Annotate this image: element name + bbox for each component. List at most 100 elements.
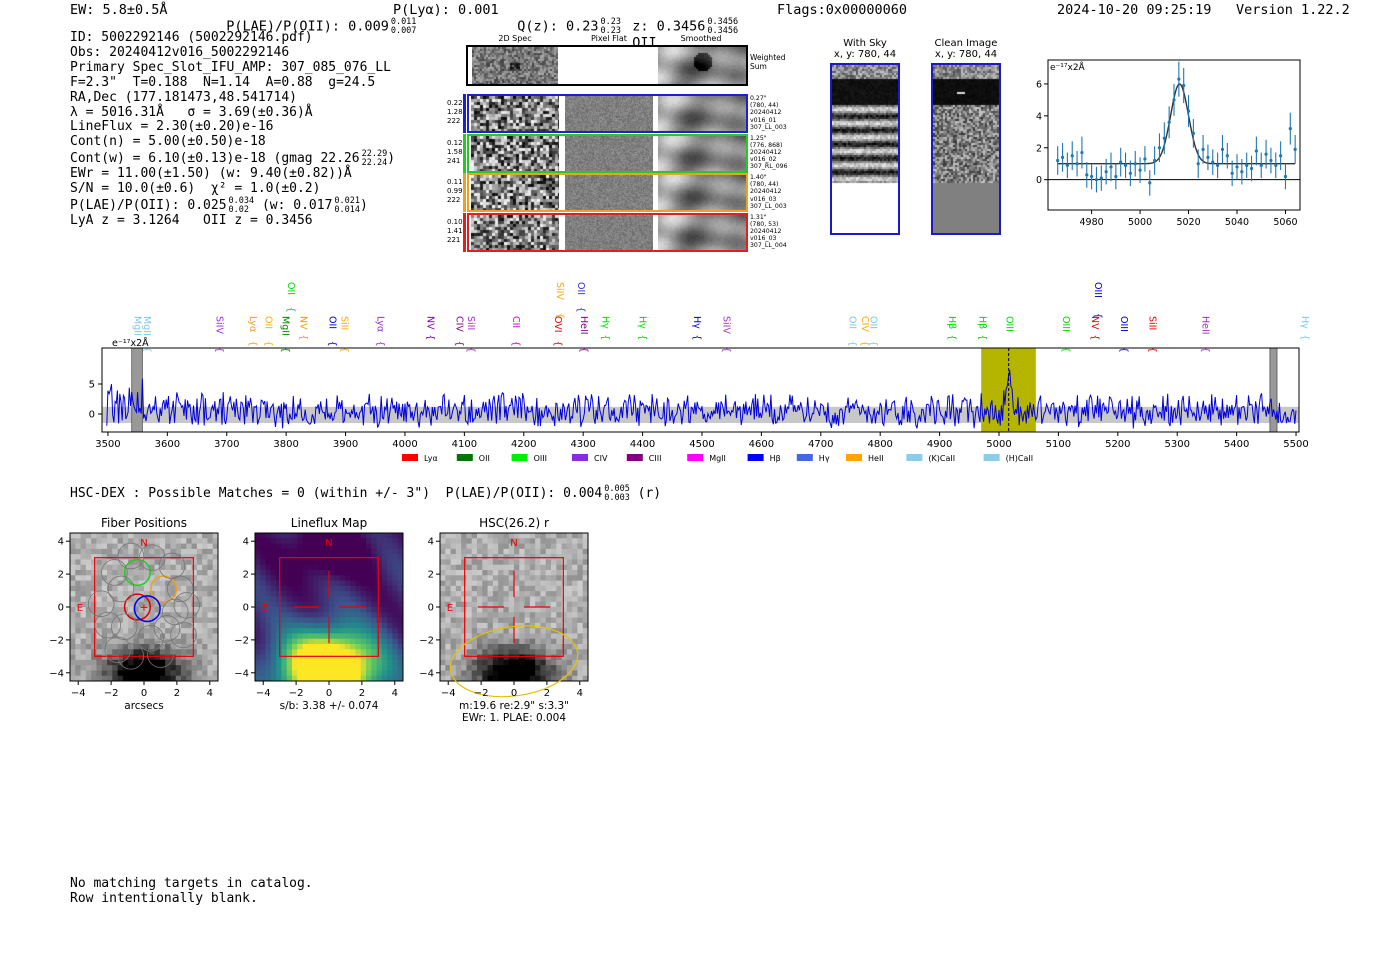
- image-pixel: [75, 622, 81, 629]
- image-pixel: [170, 538, 177, 544]
- image-pixel: [128, 638, 134, 645]
- image-pixel: [334, 665, 340, 671]
- image-pixel: [482, 638, 488, 645]
- image-pixel: [582, 564, 588, 571]
- cutout-2dspec: [471, 214, 559, 250]
- image-pixel: [181, 649, 187, 655]
- image-pixel: [318, 580, 325, 587]
- image-pixel: [186, 628, 192, 634]
- image-pixel: [255, 607, 261, 613]
- image-pixel: [91, 543, 97, 550]
- image-pixel: [355, 570, 362, 576]
- image-pixel: [196, 548, 203, 555]
- image-pixel: [498, 554, 504, 560]
- cutout-info-line: 20240412: [750, 148, 782, 156]
- image-pixel: [461, 617, 467, 624]
- image-pixel: [318, 548, 325, 555]
- image-pixel: [144, 559, 150, 566]
- image-pixel: [482, 622, 488, 629]
- image-pixel: [360, 591, 367, 597]
- fiber-circle: [147, 641, 174, 668]
- image-pixel: [572, 548, 578, 555]
- cutout-stat: 1.28: [447, 108, 463, 116]
- legend-swatch: [572, 454, 588, 461]
- image-pixel: [286, 554, 293, 560]
- image-extra-label: EWr: 1. PLAE: 0.004: [462, 712, 566, 724]
- image-pixel: [122, 601, 129, 608]
- image-pixel: [529, 675, 536, 681]
- image-pixel: [128, 559, 134, 566]
- col-header-smoothed: Smoothed: [680, 34, 722, 43]
- image-pixel: [175, 654, 182, 661]
- image-pixel: [80, 665, 87, 671]
- image-pixel: [128, 617, 134, 624]
- footer-line2: Row intentionally blank.: [70, 891, 258, 906]
- image-pixel: [577, 559, 584, 566]
- image-pixel: [344, 570, 351, 576]
- image-pixel: [350, 580, 356, 587]
- image-pixel: [286, 628, 293, 634]
- image-pixel: [302, 622, 309, 629]
- header-plae-hi: 0.011: [390, 17, 417, 27]
- cutout-info-line: 20240412: [750, 188, 782, 196]
- image-pixel: [154, 665, 161, 671]
- image-pixel: [381, 596, 388, 603]
- image-pixel: [524, 538, 531, 544]
- image-pixel: [445, 644, 451, 650]
- spectral-line-label: OII{: [575, 282, 586, 313]
- image-pixel: [371, 570, 377, 576]
- image-pixel: [181, 596, 187, 603]
- image-pixel: [292, 554, 298, 560]
- image-pixel: [181, 622, 187, 629]
- image-pixel: [445, 559, 451, 566]
- spectrum-xtick-label: 4300: [570, 439, 595, 450]
- image-pixel: [181, 628, 187, 634]
- image-pixel: [70, 665, 76, 671]
- zoom-data-point: [1177, 77, 1181, 81]
- image-pixel: [196, 564, 203, 571]
- image-pixel: [540, 533, 547, 539]
- image-pixel: [149, 628, 155, 634]
- image-pixel: [112, 622, 118, 629]
- image-pixel: [450, 570, 457, 576]
- image-pixel: [297, 649, 303, 655]
- image-pixel: [270, 564, 277, 571]
- image-pixel: [540, 638, 547, 645]
- image-pixel: [350, 638, 356, 645]
- info-id: ID: 5002292146 (5002292146.pdf): [70, 30, 313, 45]
- image-pixel: [503, 659, 510, 666]
- image-pixel: [545, 575, 552, 581]
- image-pixel: [75, 628, 81, 634]
- image-pixel: [212, 675, 218, 681]
- image-pixel: [297, 622, 303, 629]
- spectral-line-name: MgII: [141, 316, 152, 336]
- image-pixel: [471, 559, 478, 566]
- image-pixel: [471, 596, 478, 603]
- image-pixel: [196, 543, 203, 550]
- image-pixel: [212, 570, 218, 576]
- image-pixel: [91, 607, 97, 613]
- image-pixel: [292, 538, 298, 544]
- image-pixel: [514, 607, 520, 613]
- image-pixel: [498, 533, 504, 539]
- image-pixel: [107, 596, 113, 603]
- image-pixel: [503, 575, 510, 581]
- image-pixel: [392, 575, 399, 581]
- image-pixel: [149, 659, 155, 666]
- image-pixel: [524, 591, 531, 597]
- image-pixel: [122, 580, 129, 587]
- image-pixel: [519, 564, 525, 571]
- spectral-line-name: Hγ: [637, 316, 648, 329]
- image-pixel: [477, 665, 483, 671]
- image-pixel: [455, 585, 462, 592]
- image-pixel: [207, 622, 214, 629]
- image-pixel: [355, 554, 362, 560]
- image-pixel: [466, 628, 473, 634]
- image-pixel: [514, 644, 520, 650]
- image-pixel: [207, 585, 214, 592]
- fiber-circle: [88, 590, 115, 617]
- image-pixel: [471, 607, 478, 613]
- image-pixel: [323, 675, 330, 681]
- image-pixel: [572, 617, 578, 624]
- info-plae-hi: 0.034: [228, 196, 255, 207]
